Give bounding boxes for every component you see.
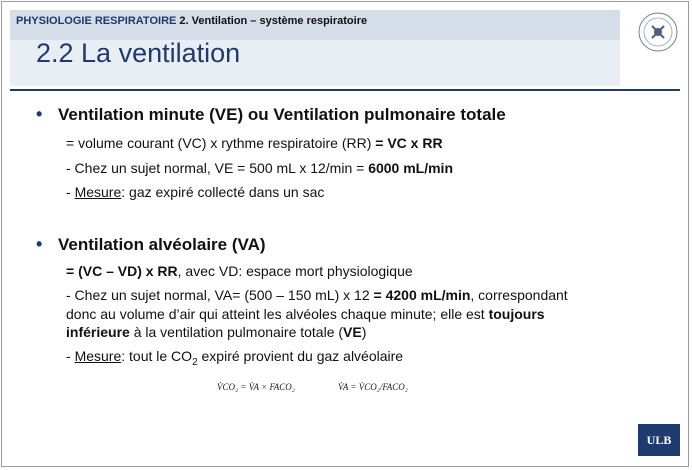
formula-va: V̇A = V̇CO₂/FACO₂ <box>338 382 408 392</box>
ulb-logo: ULB <box>638 424 680 456</box>
va-emphasis-lower: inférieure <box>66 324 130 340</box>
va-emphasis-always: toujours <box>488 306 545 322</box>
va-value: = 4200 mL/min <box>373 287 471 303</box>
va-definition-text: , avec VD: espace mort physiologique <box>177 263 413 279</box>
ve-measure-label: Mesure <box>74 184 122 200</box>
va-example-tail: , correspondant <box>470 287 568 303</box>
va-ve-ref: VE <box>343 324 362 340</box>
ve-definition-text: = volume courant (VC) x rythme respirato… <box>66 135 376 151</box>
va-formula: = (VC – VD) x RR <box>66 263 178 279</box>
title-box <box>10 40 620 86</box>
ve-measure-dash: - <box>66 184 75 200</box>
va-comparison: inférieure à la ventilation pulmonaire t… <box>66 324 366 341</box>
ve-value: 6000 mL/min <box>368 160 454 176</box>
title-divider <box>10 89 680 91</box>
ve-example: - Chez un sujet normal, VE = 500 mL x 12… <box>66 160 453 177</box>
va-example-text: - Chez un sujet normal, VA= (500 – 150 m… <box>66 287 374 303</box>
va-explanation: donc au volume d’air qui atteint les alv… <box>66 306 545 323</box>
slide-title: 2.2 La ventilation <box>36 38 241 68</box>
va-measure-dash: - <box>66 348 75 364</box>
ve-definition: = volume courant (VC) x rythme respirato… <box>66 135 443 152</box>
bullet-icon: • <box>36 234 43 254</box>
bullet-icon: • <box>36 104 43 124</box>
breadcrumb: PHYSIOLOGIE RESPIRATOIRE 2. Ventilation … <box>16 15 367 27</box>
ve-formula: = VC x RR <box>375 135 443 151</box>
va-example: - Chez un sujet normal, VA= (500 – 150 m… <box>66 287 568 304</box>
formula-vco2: V̇CO₂ = V̇A × FACO₂ <box>217 382 295 392</box>
ve-measure-text: : gaz expiré collecté dans un sac <box>121 184 325 200</box>
va-definition: = (VC – VD) x RR, avec VD: espace mort p… <box>66 263 413 280</box>
university-seal-icon <box>638 12 678 52</box>
va-paren-close: ) <box>361 324 367 340</box>
breadcrumb-section: PHYSIOLOGIE RESPIRATOIRE <box>16 15 177 27</box>
va-explanation-text: donc au volume d’air qui atteint les alv… <box>66 306 489 322</box>
va-measure-text: : tout le CO <box>121 348 193 364</box>
va-measure-tail: expiré provient du gaz alvéolaire <box>197 348 404 364</box>
bullet-heading-ve: Ventilation minute (VE) ou Ventilation p… <box>58 105 506 124</box>
header-bar <box>10 10 620 40</box>
va-comparison-text: à la ventilation pulmonaire totale ( <box>129 324 344 340</box>
co2-subscript: 2 <box>192 356 198 368</box>
ve-example-text: - Chez un sujet normal, VE = 500 mL x 12… <box>66 160 369 176</box>
ve-measure: - Mesure: gaz expiré collecté dans un sa… <box>66 184 324 201</box>
va-measure-label: Mesure <box>74 348 122 364</box>
va-measure: - Mesure: tout le CO2 expiré provient du… <box>66 348 403 371</box>
bullet-heading-va: Ventilation alvéolaire (VA) <box>58 235 266 254</box>
breadcrumb-subsection: 2. Ventilation – système respiratoire <box>179 15 368 27</box>
